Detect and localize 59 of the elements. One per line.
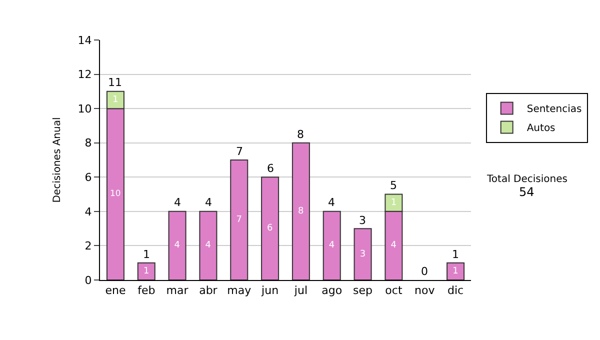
y-axis-title: Decisiones Anual: [52, 117, 63, 203]
bar: [322, 210, 341, 280]
total-label: 4: [205, 196, 212, 209]
total-label: 4: [174, 196, 181, 209]
y-tick-label: 14: [78, 34, 92, 47]
data-label: 1: [452, 266, 458, 276]
total-label: 7: [236, 145, 243, 158]
x-tick-label: dic: [447, 284, 464, 298]
legend-label: Sentencias: [526, 104, 582, 116]
y-tick-label: 4: [84, 205, 92, 218]
total-label: 0: [421, 265, 428, 278]
bar: [446, 262, 465, 280]
data-label: 1: [390, 198, 397, 208]
bar: [137, 262, 156, 280]
y-tick-label: 0: [84, 274, 92, 287]
bar: [354, 228, 372, 280]
text: 54: [519, 185, 534, 199]
data-label: 1: [144, 266, 150, 276]
x-tick-label: may: [227, 284, 252, 298]
x-tick-label: oct: [385, 284, 403, 298]
x-tick-label: sep: [353, 284, 373, 298]
bar: [261, 176, 280, 280]
y-tick-label: 10: [78, 102, 92, 116]
y-tick-label: 12: [78, 68, 92, 82]
x-tick-label: abr: [199, 284, 218, 298]
total-label: 6: [267, 162, 274, 175]
total-label: 3: [359, 214, 366, 227]
x-tick-label: ene: [105, 284, 126, 298]
data-label: 4: [328, 240, 335, 251]
data-label: 8: [298, 206, 304, 216]
text: Total Decisiones: [486, 174, 568, 185]
data-label: 1: [112, 95, 118, 105]
bar: [292, 142, 310, 280]
data-label: 4: [174, 240, 180, 251]
data-label: 7: [236, 215, 242, 225]
bar: [230, 160, 248, 280]
bar: [199, 210, 218, 280]
y-tick-label: 8: [84, 136, 92, 150]
total-label: 4: [328, 196, 335, 209]
x-tick-label: feb: [138, 284, 156, 298]
total-label: 11: [108, 76, 122, 89]
x-tick-label: mar: [166, 284, 189, 298]
total-label: 1: [452, 248, 459, 261]
bar: [168, 210, 186, 280]
total-label: 1: [143, 248, 150, 261]
data-label: 10: [110, 188, 121, 198]
data-label: 3: [360, 249, 366, 260]
data-label: 4: [390, 240, 397, 251]
total-label: 5: [390, 179, 397, 192]
x-tick-label: jul: [293, 284, 308, 298]
legend-label: Autos: [526, 123, 556, 134]
x-tick-label: nov: [414, 284, 436, 298]
total-label: 8: [297, 128, 304, 141]
x-tick-label: ago: [322, 284, 342, 298]
y-tick-label: 2: [84, 240, 92, 253]
data-label: 4: [205, 240, 212, 251]
y-tick-label: 6: [84, 170, 92, 184]
x-tick-label: jun: [260, 284, 279, 298]
data-label: 6: [267, 224, 274, 234]
